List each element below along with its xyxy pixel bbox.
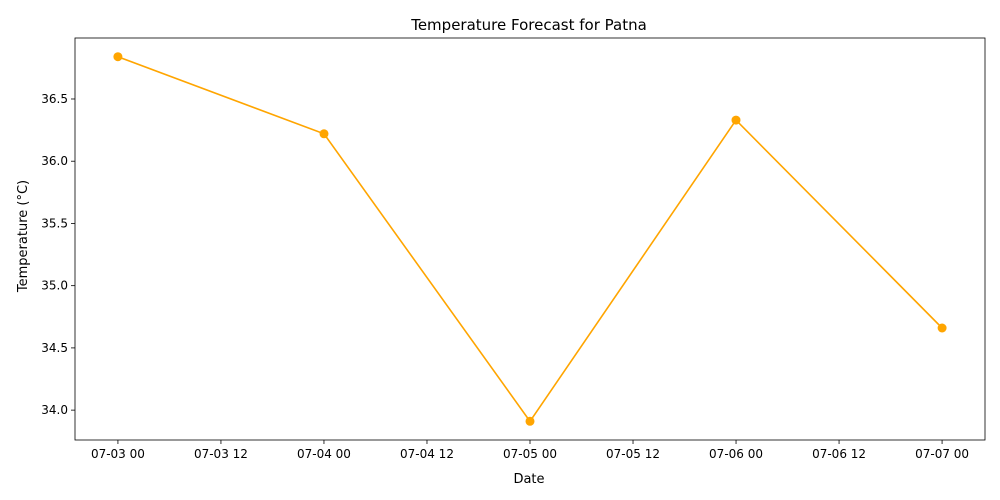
series-line [117,55,943,423]
data-point [525,416,535,426]
y-tick-label: 35.0 [41,279,68,293]
data-point [937,323,947,333]
data-point [113,52,123,62]
y-tick-label: 34.5 [41,341,68,355]
y-tick-label: 36.5 [41,92,68,106]
plot-area: 07-03 00 07-03 12 07-04 00 07-04 12 07-05 00… [41,37,986,461]
x-tick-label: 07-05 00 [503,447,557,461]
y-tick-label: 34.0 [41,403,68,417]
y-tick-label: 35.5 [41,216,68,230]
y-axis-title: Temperature (°C) [16,180,31,293]
x-tick-label: 07-04 12 [400,447,454,461]
x-tick-label: 07-06 00 [709,447,763,461]
x-tick-label: 07-06 12 [812,447,866,461]
x-tick-label: 07-05 12 [606,447,660,461]
axes-frame [74,37,986,441]
x-tick-label: 07-04 00 [297,447,351,461]
x-tick-label: 07-03 12 [194,447,248,461]
data-point [319,129,329,139]
y-tick-label: 36.0 [41,154,68,168]
x-axis-title: Date [513,472,544,487]
x-tick-label: 07-03 00 [91,447,145,461]
chart-title: Temperature Forecast for Patna [410,16,647,34]
x-tick-label: 07-07 00 [915,447,969,461]
data-point [731,115,741,125]
